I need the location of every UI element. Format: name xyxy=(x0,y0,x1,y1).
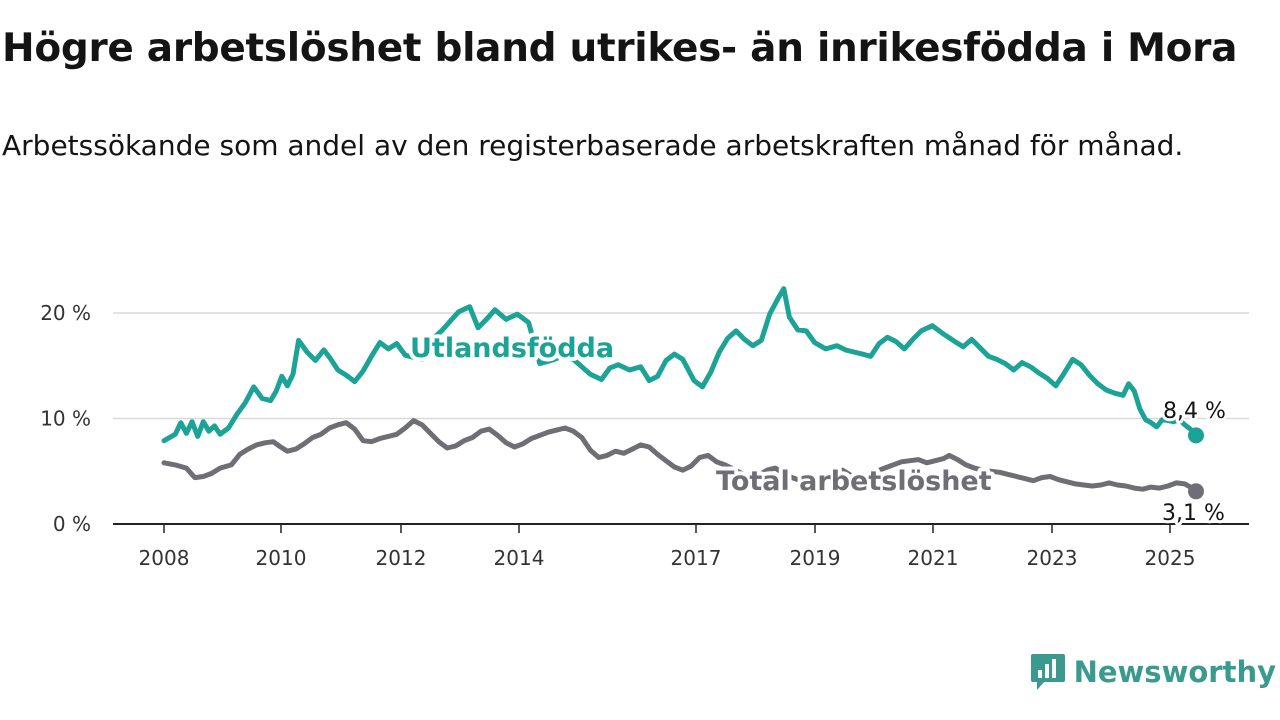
end-point-utlandsfodda xyxy=(1188,427,1204,444)
x-tick-label: 2017 xyxy=(671,546,722,570)
series-label-total: Total arbetslöshet xyxy=(716,466,992,497)
x-tick-label: 2025 xyxy=(1145,546,1196,570)
chart-subtitle: Arbetssökande som andel av den registerb… xyxy=(2,129,1184,162)
series-line-total xyxy=(161,418,1199,494)
x-tick-label: 2023 xyxy=(1027,546,1078,570)
end-value-utlandsfodda: 8,4 % xyxy=(1163,399,1226,424)
x-tick-label: 2019 xyxy=(790,546,841,570)
newsworthy-logo-icon xyxy=(1030,654,1065,690)
end-value-total: 3,1 % xyxy=(1162,501,1225,526)
x-tick-label: 2012 xyxy=(376,546,427,570)
x-tick-label: 2014 xyxy=(494,546,545,570)
series-label-utlandsfodda: Utlandsfödda xyxy=(410,333,614,364)
x-tick-label: 2010 xyxy=(256,546,307,570)
end-point-total xyxy=(1188,483,1204,500)
y-tick-label: 20 % xyxy=(40,301,91,325)
chart-title: Högre arbetslöshet bland utrikes- än inr… xyxy=(2,26,1238,71)
series-line-utlandsfodda xyxy=(161,286,1199,444)
y-tick-label: 0 % xyxy=(53,512,91,536)
y-tick-label: 10 % xyxy=(40,407,91,431)
x-tick-label: 2021 xyxy=(908,546,959,570)
x-tick-label: 2008 xyxy=(139,546,190,570)
line-chart: 0 % 10 % 20 % 2008 2010 2012 2014 2017 2019 2021 2… xyxy=(40,286,1249,570)
brand-name: Newsworthy xyxy=(1073,655,1276,689)
newsworthy-brand: Newsworthy xyxy=(1030,652,1276,692)
